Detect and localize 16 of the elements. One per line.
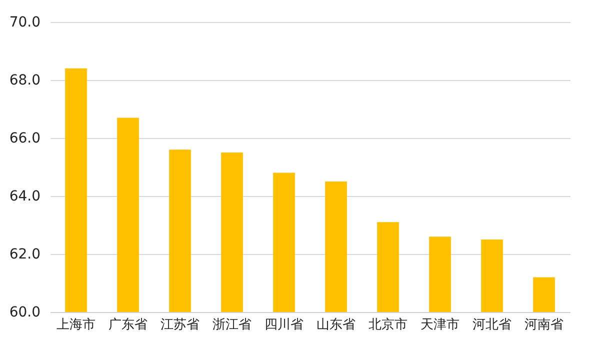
x-tick-label: 天津市 <box>420 318 460 332</box>
x-tick-label: 上海市 <box>56 318 96 332</box>
y-tick-label: 70.0 <box>9 14 40 30</box>
y-tick-label: 68.0 <box>9 72 40 88</box>
x-tick-label: 浙江省 <box>212 318 252 332</box>
y-tick-label: 66.0 <box>9 130 40 146</box>
x-tick-label: 北京市 <box>368 318 408 332</box>
x-tick-label: 江苏省 <box>160 318 200 332</box>
x-tick-label: 河南省 <box>524 318 564 332</box>
y-tick-label: 62.0 <box>9 246 40 262</box>
y-tick-label: 60.0 <box>9 304 40 320</box>
x-tick-label: 山东省 <box>316 318 356 332</box>
x-tick-label: 四川省 <box>264 318 304 332</box>
x-tick-label: 广东省 <box>108 318 148 332</box>
y-tick-label: 64.0 <box>9 188 40 204</box>
x-tick-label: 河北省 <box>472 318 512 332</box>
